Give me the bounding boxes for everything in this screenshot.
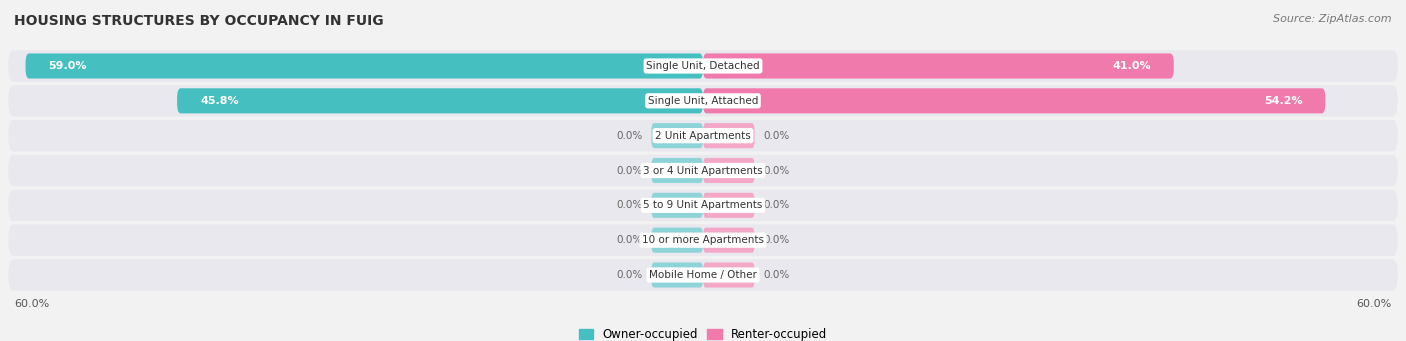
Text: 0.0%: 0.0% — [616, 165, 643, 176]
FancyBboxPatch shape — [651, 158, 703, 183]
FancyBboxPatch shape — [25, 54, 703, 78]
Text: 0.0%: 0.0% — [616, 131, 643, 141]
FancyBboxPatch shape — [177, 88, 703, 113]
FancyBboxPatch shape — [703, 158, 755, 183]
Text: Mobile Home / Other: Mobile Home / Other — [650, 270, 756, 280]
Text: 0.0%: 0.0% — [763, 200, 790, 210]
FancyBboxPatch shape — [8, 155, 1398, 186]
Legend: Owner-occupied, Renter-occupied: Owner-occupied, Renter-occupied — [579, 328, 827, 341]
FancyBboxPatch shape — [8, 50, 1398, 82]
FancyBboxPatch shape — [651, 123, 703, 148]
Text: 0.0%: 0.0% — [616, 270, 643, 280]
FancyBboxPatch shape — [651, 263, 703, 287]
Text: 0.0%: 0.0% — [616, 235, 643, 245]
Text: 60.0%: 60.0% — [1357, 299, 1392, 309]
Text: 10 or more Apartments: 10 or more Apartments — [643, 235, 763, 245]
FancyBboxPatch shape — [703, 54, 1174, 78]
Text: 45.8%: 45.8% — [200, 96, 239, 106]
FancyBboxPatch shape — [703, 228, 755, 253]
FancyBboxPatch shape — [651, 228, 703, 253]
Text: 60.0%: 60.0% — [14, 299, 49, 309]
Text: 54.2%: 54.2% — [1264, 96, 1302, 106]
Text: 2 Unit Apartments: 2 Unit Apartments — [655, 131, 751, 141]
Text: 59.0%: 59.0% — [48, 61, 87, 71]
FancyBboxPatch shape — [703, 263, 755, 287]
Text: Source: ZipAtlas.com: Source: ZipAtlas.com — [1274, 14, 1392, 24]
Text: HOUSING STRUCTURES BY OCCUPANCY IN FUIG: HOUSING STRUCTURES BY OCCUPANCY IN FUIG — [14, 14, 384, 28]
Text: 0.0%: 0.0% — [763, 131, 790, 141]
FancyBboxPatch shape — [8, 85, 1398, 117]
FancyBboxPatch shape — [8, 224, 1398, 256]
FancyBboxPatch shape — [703, 193, 755, 218]
Text: 0.0%: 0.0% — [763, 270, 790, 280]
Text: Single Unit, Attached: Single Unit, Attached — [648, 96, 758, 106]
Text: 3 or 4 Unit Apartments: 3 or 4 Unit Apartments — [643, 165, 763, 176]
FancyBboxPatch shape — [8, 259, 1398, 291]
FancyBboxPatch shape — [8, 120, 1398, 151]
FancyBboxPatch shape — [703, 88, 1326, 113]
Text: 41.0%: 41.0% — [1112, 61, 1152, 71]
Text: 0.0%: 0.0% — [763, 165, 790, 176]
Text: Single Unit, Detached: Single Unit, Detached — [647, 61, 759, 71]
Text: 0.0%: 0.0% — [616, 200, 643, 210]
FancyBboxPatch shape — [651, 193, 703, 218]
Text: 5 to 9 Unit Apartments: 5 to 9 Unit Apartments — [644, 200, 762, 210]
Text: 0.0%: 0.0% — [763, 235, 790, 245]
FancyBboxPatch shape — [8, 190, 1398, 221]
FancyBboxPatch shape — [703, 123, 755, 148]
